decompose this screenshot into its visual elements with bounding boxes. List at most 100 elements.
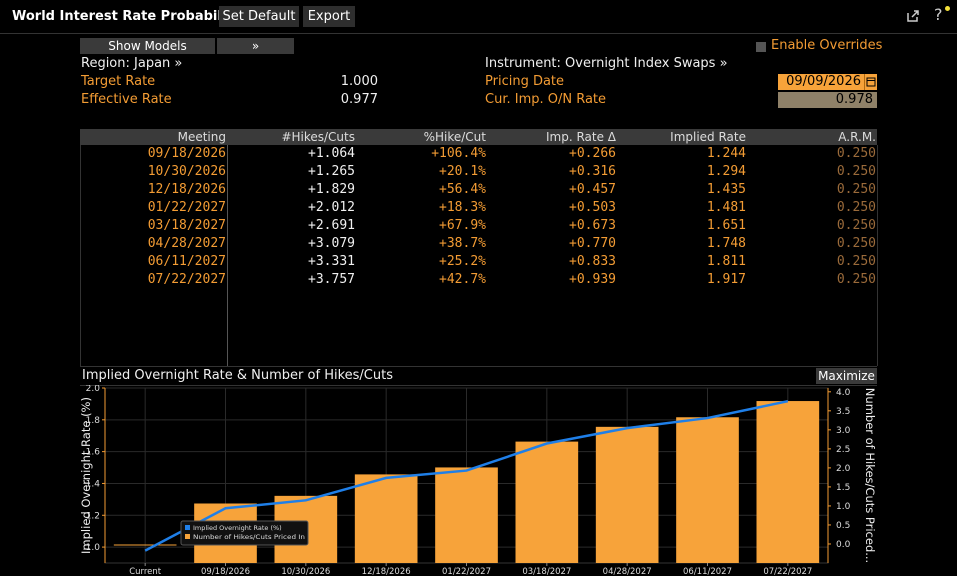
enable-overrides-label[interactable]: Enable Overrides [771, 38, 883, 53]
table-row[interactable]: 06/11/2027 +3.331 +25.2% +0.833 1.811 0.250 [80, 254, 877, 272]
cell-meeting: 04/28/2027 [147, 236, 226, 251]
cell-arm: 0.250 [836, 218, 876, 233]
cell-imp-rate-delta: +0.316 [569, 164, 616, 179]
y-tick-label: 1.0 [86, 543, 101, 553]
y-axis-title: Implied Overnight Rate (%) [79, 397, 93, 554]
bar [435, 467, 498, 563]
y-tick-label: 1.4 [86, 479, 101, 489]
col-header-hikes[interactable]: #Hikes/Cuts [281, 130, 355, 144]
legend-swatch-line [185, 525, 190, 530]
cur-imp-rate-label: Cur. Imp. O/N Rate [485, 92, 607, 107]
cell-hikes: +2.691 [308, 218, 355, 233]
cell-imp-rate-delta: +0.770 [569, 236, 616, 251]
cell-imp-rate-delta: +0.266 [569, 146, 616, 161]
col-header-meeting[interactable]: Meeting [177, 130, 226, 144]
y2-axis-title: Number of Hikes/Cuts Priced... [863, 388, 877, 563]
expand-models-button[interactable]: » [217, 38, 294, 54]
cell-arm: 0.250 [836, 272, 876, 287]
share-icon[interactable] [905, 8, 921, 24]
x-tick-label: 01/22/2027 [442, 567, 491, 576]
y2-tick-label: 1.5 [836, 483, 850, 493]
table-row[interactable]: 01/22/2027 +2.012 +18.3% +0.503 1.481 0.250 [80, 200, 877, 218]
table-meeting-column [80, 145, 228, 366]
col-header-arm[interactable]: A.R.M. [838, 130, 876, 144]
cell-hikes: +1.829 [308, 182, 355, 197]
table-row[interactable]: 03/18/2027 +2.691 +67.9% +0.673 1.651 0.250 [80, 218, 877, 236]
y2-tick-label: 2.5 [836, 445, 850, 455]
x-tick-label: 07/22/2027 [763, 567, 812, 576]
pricing-date-label: Pricing Date [485, 74, 565, 89]
y2-tick-label: 3.5 [836, 407, 850, 417]
bar [756, 401, 820, 563]
cell-arm: 0.250 [836, 236, 876, 251]
y-tick-label: 1.2 [86, 511, 100, 521]
enable-overrides-checkbox[interactable] [756, 42, 766, 52]
app-title: World Interest Rate Probability [12, 9, 241, 24]
cell-implied-rate: 1.748 [706, 236, 746, 251]
legend-label-hikes: Number of Hikes/Cuts Priced In [193, 533, 305, 541]
cell-arm: 0.250 [836, 164, 876, 179]
y2-tick-label: 0.5 [836, 521, 850, 531]
table-row[interactable]: 09/18/2026 +1.064 +106.4% +0.266 1.244 0.250 [80, 146, 877, 164]
cell-pct-hike: +56.4% [439, 182, 486, 197]
col-header-implied-rate[interactable]: Implied Rate [670, 130, 746, 144]
legend-label-rate: Implied Overnight Rate (%) [193, 524, 282, 532]
cell-implied-rate: 1.917 [706, 272, 746, 287]
cell-imp-rate-delta: +0.673 [569, 218, 616, 233]
cur-imp-rate-input[interactable]: 0.978 [778, 92, 877, 108]
legend-swatch-bar [185, 534, 190, 539]
export-button[interactable]: Export [303, 6, 355, 27]
col-header-imp-rate-delta[interactable]: Imp. Rate Δ [545, 130, 616, 144]
table-row[interactable]: 04/28/2027 +3.079 +38.7% +0.770 1.748 0.250 [80, 236, 877, 254]
cell-imp-rate-delta: +0.503 [569, 200, 616, 215]
cell-hikes: +2.012 [308, 200, 355, 215]
cell-meeting: 06/11/2027 [147, 254, 226, 269]
show-models-button[interactable]: Show Models [80, 38, 215, 54]
table-header: Meeting #Hikes/Cuts %Hike/Cut Imp. Rate … [80, 129, 877, 145]
implied-rate-chart: 1.0 1.2 1.4 1.6 1.8 2.0 0.0 0.5 1.0 1.5 2.0 2.5 3.0 3… [79, 385, 877, 576]
region-selector[interactable]: Region: Japan » [81, 56, 183, 71]
cell-pct-hike: +25.2% [439, 254, 486, 269]
maximize-button[interactable]: Maximize [816, 368, 877, 384]
table-right-border [877, 145, 878, 366]
cell-hikes: +1.064 [308, 146, 355, 161]
cell-pct-hike: +20.1% [439, 164, 486, 179]
table-row[interactable]: 12/18/2026 +1.829 +56.4% +0.457 1.435 0.250 [80, 182, 877, 200]
title-divider [0, 33, 957, 34]
table-row[interactable]: 07/22/2027 +3.757 +42.7% +0.939 1.917 0.250 [80, 272, 877, 290]
cell-implied-rate: 1.481 [706, 200, 746, 215]
cell-arm: 0.250 [836, 200, 876, 215]
cell-hikes: +3.757 [308, 272, 355, 287]
cell-meeting: 12/18/2026 [147, 182, 226, 197]
y-tick-label: 2.0 [86, 385, 101, 394]
y2-tick-label: 0.0 [836, 540, 851, 550]
y2-tick-label: 1.0 [836, 502, 851, 512]
x-tick-label: 06/11/2027 [683, 567, 732, 576]
series-line [144, 399, 789, 552]
set-default-button[interactable]: Set Default [219, 6, 299, 27]
help-icon[interactable]: ? [934, 5, 943, 24]
cell-implied-rate: 1.294 [706, 164, 746, 179]
table-row[interactable]: 10/30/2026 +1.265 +20.1% +0.316 1.294 0.250 [80, 164, 877, 182]
calendar-icon[interactable] [864, 74, 877, 90]
pricing-date-input[interactable]: 09/09/2026 [778, 74, 864, 90]
table-bottom-border [80, 366, 877, 367]
y-tick-label: 1.8 [86, 416, 101, 426]
cell-arm: 0.250 [836, 146, 876, 161]
cell-pct-hike: +42.7% [439, 272, 486, 287]
instrument-selector[interactable]: Instrument: Overnight Index Swaps » [485, 56, 728, 71]
cell-implied-rate: 1.244 [706, 146, 746, 161]
target-rate-label: Target Rate [81, 74, 156, 89]
y2-tick-label: 3.0 [836, 426, 851, 436]
cell-hikes: +3.079 [308, 236, 355, 251]
x-tick-label: 04/28/2027 [603, 567, 652, 576]
cell-implied-rate: 1.435 [706, 182, 746, 197]
cell-meeting: 09/18/2026 [147, 146, 226, 161]
col-header-pct-hike[interactable]: %Hike/Cut [423, 130, 486, 144]
legend-box [180, 520, 309, 546]
y2-tick-label: 2.0 [836, 464, 851, 474]
x-tick-label: Current [129, 567, 162, 576]
chart-divider [80, 385, 877, 386]
x-tick-label: 09/18/2026 [201, 567, 250, 576]
y-tick-label: 1.6 [86, 448, 101, 458]
